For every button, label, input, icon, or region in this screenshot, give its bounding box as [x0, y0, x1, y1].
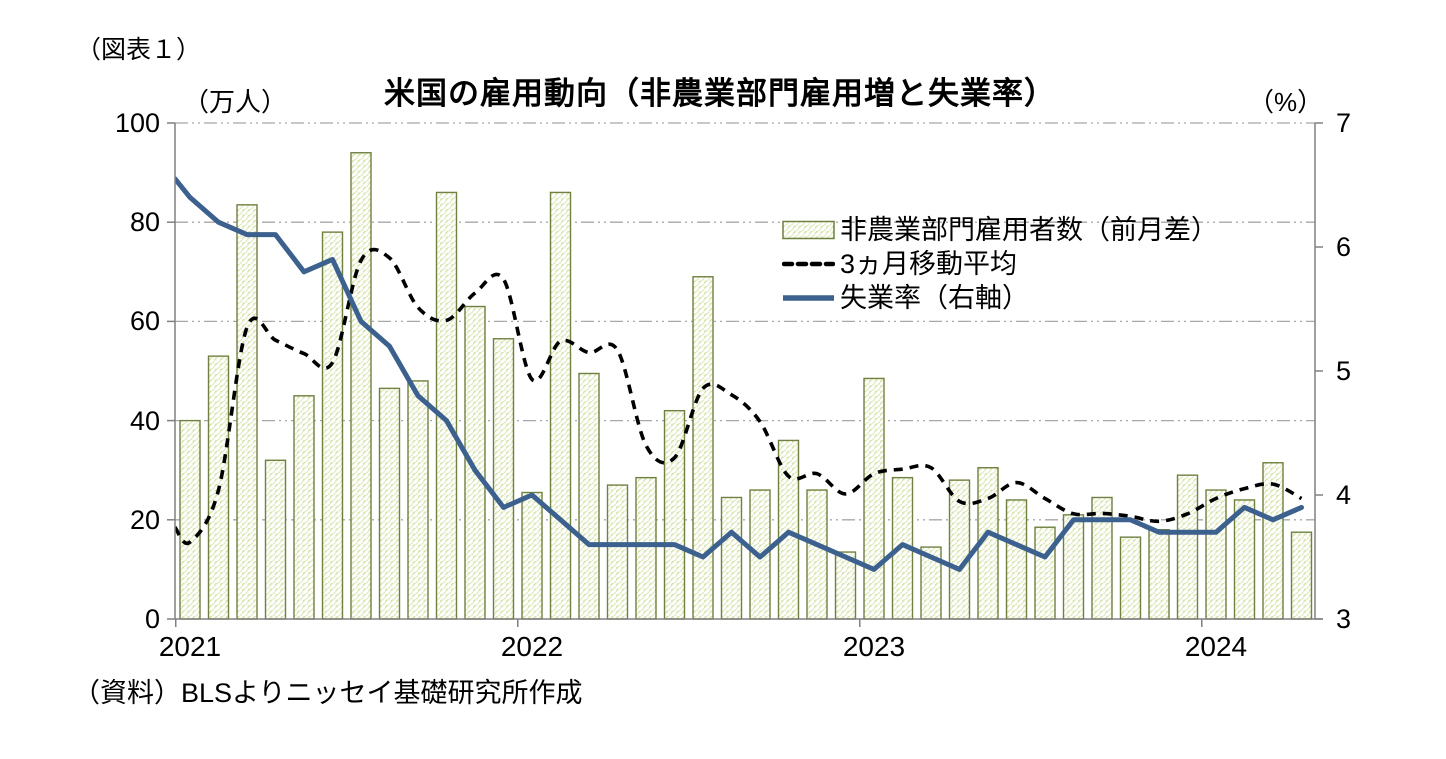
- x-axis-year-label: 2023: [842, 631, 906, 662]
- right-axis-unit-label: （%）: [1248, 87, 1324, 117]
- payroll-bar: [179, 419, 201, 620]
- legend-item-unemployment: 失業率（右軸）: [782, 281, 1218, 315]
- payroll-bar: [378, 387, 401, 620]
- blue-line-swatch: [783, 295, 834, 301]
- left-axis-tick-label: 60: [129, 306, 160, 337]
- payroll-bar: [578, 372, 600, 620]
- hatched-bar-swatch: [782, 220, 835, 240]
- payroll-bar: [321, 231, 344, 620]
- payroll-bar: [236, 204, 258, 620]
- payroll-bar: [806, 489, 828, 620]
- payroll-bar: [1233, 499, 1256, 620]
- right-axis-tick-label: 5: [1336, 356, 1352, 386]
- moving-average-line: [175, 247, 1303, 546]
- chart-legend: 非農業部門雇用者数（前月差） 3ヵ月移動平均 失業率（右軸）: [782, 213, 1218, 315]
- legend-item-payrolls: 非農業部門雇用者数（前月差）: [782, 213, 1218, 247]
- right-axis-tick-label: 3: [1336, 604, 1352, 634]
- right-axis-tick-label: 6: [1336, 232, 1352, 262]
- figure-label: （図表１）: [76, 37, 202, 64]
- unemployment-line: [175, 176, 1304, 572]
- payroll-bar: [1148, 529, 1170, 620]
- payroll-bar: [1205, 489, 1227, 620]
- payroll-bar: [1290, 531, 1313, 620]
- payroll-bar: [1091, 496, 1113, 620]
- payroll-bar: [407, 380, 429, 620]
- x-axis-year-label: 2024: [1184, 631, 1248, 662]
- left-axis-unit-label: （万人）: [183, 87, 288, 117]
- left-axis-tick-label: 40: [129, 405, 160, 436]
- payroll-bar: [492, 338, 515, 620]
- payroll-bar: [635, 476, 657, 620]
- legend-label-payrolls: 非農業部門雇用者数（前月差）: [840, 215, 1218, 245]
- payroll-bar: [1119, 536, 1142, 620]
- right-axis-tick-label: 7: [1336, 108, 1352, 138]
- payroll-bar: [863, 377, 885, 620]
- payroll-bar: [549, 191, 572, 620]
- x-axis-year-label: 2021: [158, 631, 222, 662]
- payroll-bar: [293, 395, 315, 620]
- left-axis-tick-label: 100: [114, 108, 160, 138]
- right-axis-tick-label: 4: [1336, 480, 1352, 510]
- left-axis-tick-label: 80: [129, 207, 160, 238]
- legend-label-unemployment: 失業率（右軸）: [840, 283, 1029, 313]
- payroll-bar: [350, 152, 372, 620]
- source-note: （資料）BLSよりニッセイ基礎研究所作成: [73, 678, 583, 708]
- payroll-bar: [264, 459, 287, 620]
- payroll-bar: [720, 496, 743, 620]
- payroll-bar: [1176, 474, 1199, 620]
- legend-label-moving-average: 3ヵ月移動平均: [840, 249, 1018, 279]
- x-axis-year-label: 2022: [500, 631, 564, 662]
- payroll-bar: [1034, 526, 1056, 620]
- dashed-line-swatch: [782, 261, 835, 267]
- left-axis-tick-label: 0: [144, 604, 160, 634]
- payroll-bar: [606, 484, 629, 620]
- legend-item-moving-average: 3ヵ月移動平均: [782, 247, 1218, 281]
- payroll-bar: [1005, 499, 1028, 620]
- chart-title: 米国の雇用動向（非農業部門雇用増と失業率）: [384, 76, 1056, 111]
- payroll-bar: [521, 491, 543, 620]
- left-axis-tick-label: 20: [129, 504, 160, 535]
- payroll-bar: [692, 276, 714, 620]
- payroll-bar: [435, 191, 458, 620]
